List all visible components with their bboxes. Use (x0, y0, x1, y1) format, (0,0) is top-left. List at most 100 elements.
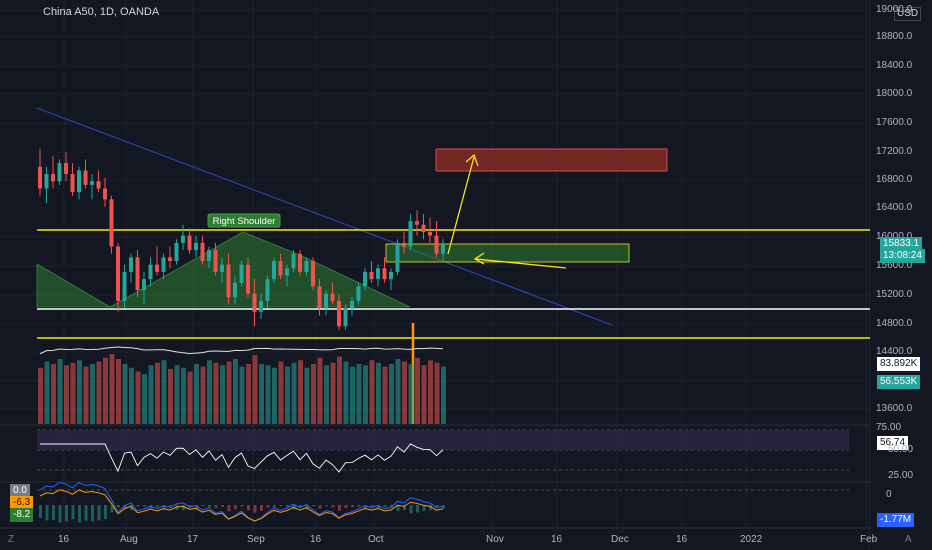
volume-bar (239, 366, 245, 424)
volume-bar (220, 365, 225, 424)
volume-bar (207, 360, 212, 424)
last-price-tag: 15833.1 (880, 237, 923, 251)
candle-body (70, 174, 75, 193)
candle-body (389, 271, 393, 280)
volume-bar (38, 367, 43, 424)
price-tick: 14400.0 (876, 346, 913, 357)
macd-hist-bar (357, 505, 361, 507)
price-tick: 17600.0 (876, 117, 913, 128)
time-tick: Nov (486, 534, 504, 545)
candle-body (187, 235, 192, 251)
macd-hist-bar (409, 505, 413, 514)
candle-body (44, 174, 49, 189)
price-tick: 18800.0 (876, 31, 913, 42)
macd-hist-bar (318, 505, 322, 509)
osc-signal-tag: -6.3 (10, 496, 34, 510)
macd-hist-bar (253, 505, 257, 513)
macd-hist-bar (71, 505, 75, 520)
currency-label[interactable]: USD (894, 7, 922, 21)
volume-bar (187, 371, 193, 424)
macd-hist-bar (429, 505, 432, 511)
volume-bar (129, 367, 134, 424)
macd-hist-bar (247, 505, 250, 511)
zoom-toggle[interactable]: Z (8, 534, 15, 545)
candle-body (252, 293, 257, 312)
macd-signal-line (39, 489, 444, 522)
volume-bar (402, 361, 407, 424)
macd-hist-bar (442, 505, 445, 509)
volume-bar (148, 365, 154, 424)
volume-bar (298, 360, 303, 424)
macd-hist-bar (182, 505, 185, 511)
volume-bar (285, 366, 290, 424)
volume-bar (77, 360, 82, 424)
macd-hist-bar (214, 505, 218, 508)
macd-hist-bar (169, 505, 172, 508)
projection-arrows (447, 153, 567, 269)
price-axis-bg (870, 0, 932, 550)
volume-bar (51, 364, 56, 424)
volume-bar (168, 369, 173, 424)
volume-bar (161, 360, 167, 424)
macd-hist-bar (65, 505, 68, 522)
macd-axis-zero: 0 (886, 489, 892, 500)
descending-trendline (36, 107, 613, 326)
macd-hist-bar (403, 505, 406, 511)
volume-bar (226, 361, 232, 424)
volume-bar (376, 362, 381, 424)
candle-body (155, 264, 159, 272)
candle-body (356, 286, 361, 301)
candle-body (64, 163, 68, 174)
candle-body (239, 264, 244, 283)
macd-hist-bar (325, 505, 328, 507)
candle-body (382, 268, 387, 280)
price-tick: 19000.0 (876, 4, 913, 15)
candle-body (38, 166, 42, 189)
candle-body (233, 282, 237, 298)
candle-body (311, 261, 315, 287)
horizontal-levels (37, 229, 870, 339)
macd-pane (39, 481, 445, 523)
auto-scale-toggle[interactable]: A (905, 534, 912, 545)
countdown-tag: 13:08:24 (880, 249, 925, 263)
candle-body (265, 279, 270, 301)
candle-body (57, 163, 62, 182)
candle-body (343, 308, 348, 327)
macd-hist-bar (117, 505, 120, 508)
volume-bar (233, 359, 238, 424)
candle-body (330, 293, 335, 301)
macd-hist-bar (39, 505, 42, 518)
volume-bar (213, 362, 219, 424)
macd-hist-bar (260, 505, 263, 511)
volume-bar (441, 366, 446, 424)
volume-bars (38, 354, 446, 424)
price-tick: 14800.0 (876, 318, 913, 329)
candle-body (363, 271, 367, 287)
volume-bar (70, 362, 76, 424)
volume-bar (252, 355, 258, 424)
macd-hist-bar (143, 505, 146, 507)
candle-body (135, 257, 140, 290)
time-tick: 2022 (740, 534, 763, 545)
time-tick: Feb (860, 534, 878, 545)
candle-body (142, 279, 146, 290)
candle-body (77, 170, 81, 193)
volume-bar (90, 364, 95, 424)
volume-bar (324, 365, 329, 424)
candle-body (278, 261, 283, 276)
volume-tag: 56.553K (877, 375, 921, 389)
time-tick: 16 (310, 534, 322, 545)
candle-body (259, 300, 263, 312)
candle-body (168, 257, 172, 261)
rsi-value-tag: 56.74 (877, 436, 909, 450)
upward-arrowhead (465, 153, 479, 167)
candle-body (298, 253, 302, 272)
candle-body (213, 250, 218, 272)
candle-body (324, 293, 328, 309)
macd-hist-bar (377, 505, 380, 509)
volume-bar (122, 364, 128, 424)
volume-bar (343, 361, 349, 424)
candle-body (272, 261, 276, 280)
left-shoulder-pattern (36, 263, 112, 308)
